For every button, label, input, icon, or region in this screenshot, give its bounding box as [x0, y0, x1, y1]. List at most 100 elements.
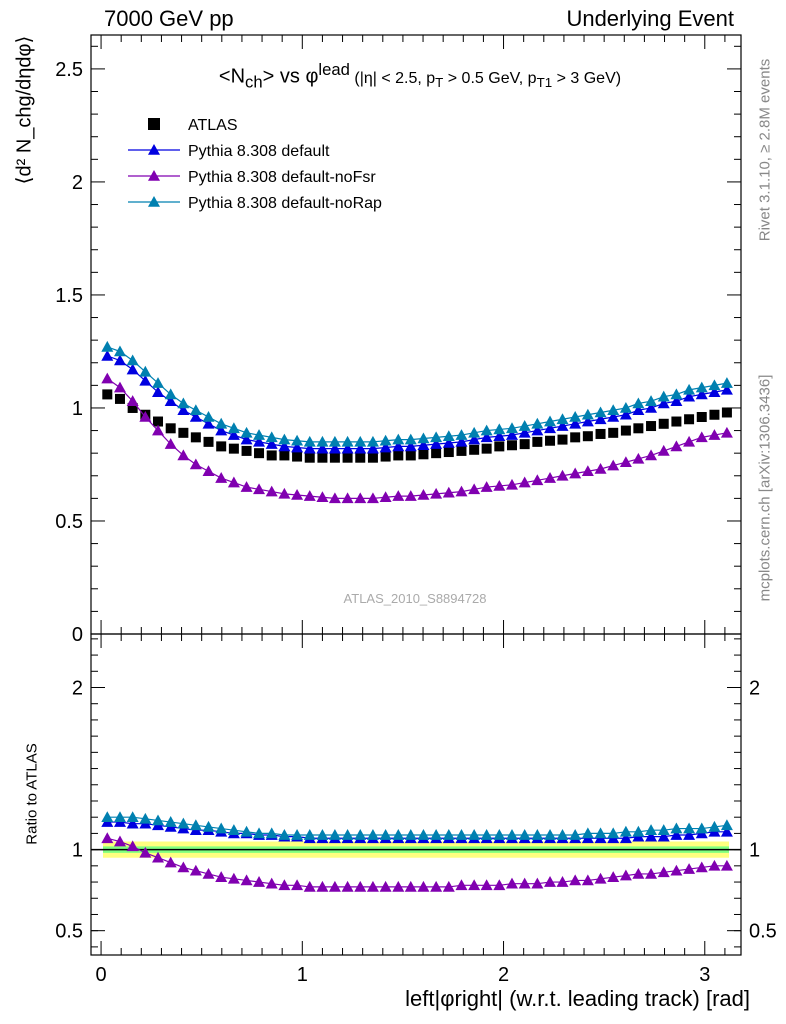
ratio-data-point: [303, 829, 316, 840]
mc-data-point: [695, 431, 708, 443]
mc-data-point: [291, 488, 304, 500]
mc-data-point: [695, 388, 708, 400]
ratio-data-point: [417, 880, 430, 892]
mc-data-point: [404, 433, 417, 445]
mc-data-point: [152, 424, 165, 436]
mc-data-point: [152, 386, 165, 397]
analysis-watermark: ATLAS_2010_S8894728: [343, 591, 487, 606]
x-axis-label: left|φright| (w.r.t. leading track) [rad…: [405, 986, 750, 1011]
ratio-data-point: [177, 817, 190, 829]
mc-data-point: [468, 483, 481, 495]
atlas-data-point: [506, 440, 517, 451]
mc-data-point: [645, 449, 658, 461]
ratio-data-point: [202, 820, 215, 832]
mc-data-point: [544, 415, 557, 427]
atlas-data-point: [304, 452, 315, 463]
atlas-data-point: [519, 439, 530, 450]
ratio-data-point: [556, 829, 569, 840]
mc-data-point: [240, 426, 253, 438]
mc-data-point: [670, 388, 683, 400]
mc-data-point: [645, 395, 658, 406]
ratio-data-point: [240, 825, 253, 837]
atlas-data-point: [380, 451, 391, 462]
ratio-data-point: [442, 880, 455, 892]
mc-data-point: [683, 383, 696, 395]
ratio-y-tick-label: 0.5: [55, 921, 83, 943]
ratio-data-point: [417, 829, 430, 840]
mc-data-point: [189, 404, 202, 416]
atlas-data-point: [481, 443, 492, 454]
mc-data-point: [291, 434, 304, 446]
mc-data-point: [316, 435, 329, 447]
mc-data-point: [531, 474, 544, 486]
atlas-data-point: [203, 436, 214, 447]
atlas-data-point: [494, 441, 505, 452]
mc-data-point: [468, 426, 481, 438]
ratio-data-point: [354, 880, 367, 892]
atlas-data-point: [102, 389, 113, 400]
atlas-data-point: [557, 434, 568, 445]
ratio-data-point: [227, 872, 240, 884]
ratio-data-point: [164, 856, 177, 868]
mc-data-point: [556, 420, 569, 431]
mc-data-point: [505, 422, 518, 434]
ratio-data-point: [720, 825, 733, 837]
mc-data-point: [177, 449, 190, 461]
ratio-data-point: [695, 822, 708, 834]
ratio-data-point: [253, 876, 266, 887]
atlas-data-point: [292, 451, 303, 462]
ratio-data-point: [480, 879, 493, 891]
atlas-data-point: [266, 450, 277, 461]
main-y-tick-label: 0: [72, 624, 83, 646]
mc-data-point: [189, 411, 202, 422]
ratio-data-point: [594, 827, 607, 839]
main-y-tick-label: 1.5: [55, 285, 83, 307]
ratio-data-point: [720, 819, 733, 831]
mc-data-point: [720, 426, 733, 438]
ratio-data-point: [708, 859, 721, 871]
main-y-tick-label: 0.5: [55, 511, 83, 533]
header-process: 7000 GeV pp: [104, 6, 234, 31]
mc-data-point: [164, 438, 177, 449]
atlas-data-point: [456, 445, 467, 456]
ratio-data-point: [619, 825, 632, 837]
ratio-data-point: [670, 822, 683, 834]
mc-data-point: [619, 408, 632, 420]
ratio-data-point: [619, 832, 632, 844]
mc-data-point: [291, 441, 304, 453]
ratio-data-point: [670, 829, 683, 840]
ratio-data-point: [607, 827, 620, 839]
mc-data-point: [354, 442, 367, 454]
main-y-tick-label: 2: [72, 172, 83, 194]
ratio-data-point: [619, 869, 632, 881]
mc-data-point: [430, 431, 443, 443]
atlas-data-point: [279, 450, 290, 461]
mc-data-point: [657, 397, 670, 409]
atlas-data-point: [418, 449, 429, 460]
ratio-data-point: [152, 814, 165, 826]
mc-data-point: [177, 404, 190, 416]
mc-data-point: [341, 492, 354, 504]
mc-data-point: [126, 395, 139, 406]
mc-data-point: [493, 479, 506, 491]
ratio-data-point: [594, 872, 607, 884]
mc-data-point: [316, 442, 329, 454]
ratio-data-point: [404, 829, 417, 840]
mc-data-point: [189, 458, 202, 470]
ratio-data-point: [328, 880, 341, 892]
mc-data-point: [354, 492, 367, 504]
mc-data-point: [152, 377, 165, 388]
mc-data-point: [632, 452, 645, 464]
mc-data-point: [581, 408, 594, 420]
mc-data-point: [417, 488, 430, 500]
mc-data-point: [227, 476, 240, 488]
mc-data-point: [366, 435, 379, 447]
atlas-data-point: [393, 450, 404, 461]
atlas-data-point: [165, 423, 176, 434]
ratio-data-point: [253, 827, 266, 839]
mc-data-point: [505, 429, 518, 440]
ratio-data-point: [493, 879, 506, 891]
atlas-data-point: [469, 444, 480, 455]
ratio-data-point: [278, 879, 291, 891]
atlas-data-point: [317, 452, 328, 463]
